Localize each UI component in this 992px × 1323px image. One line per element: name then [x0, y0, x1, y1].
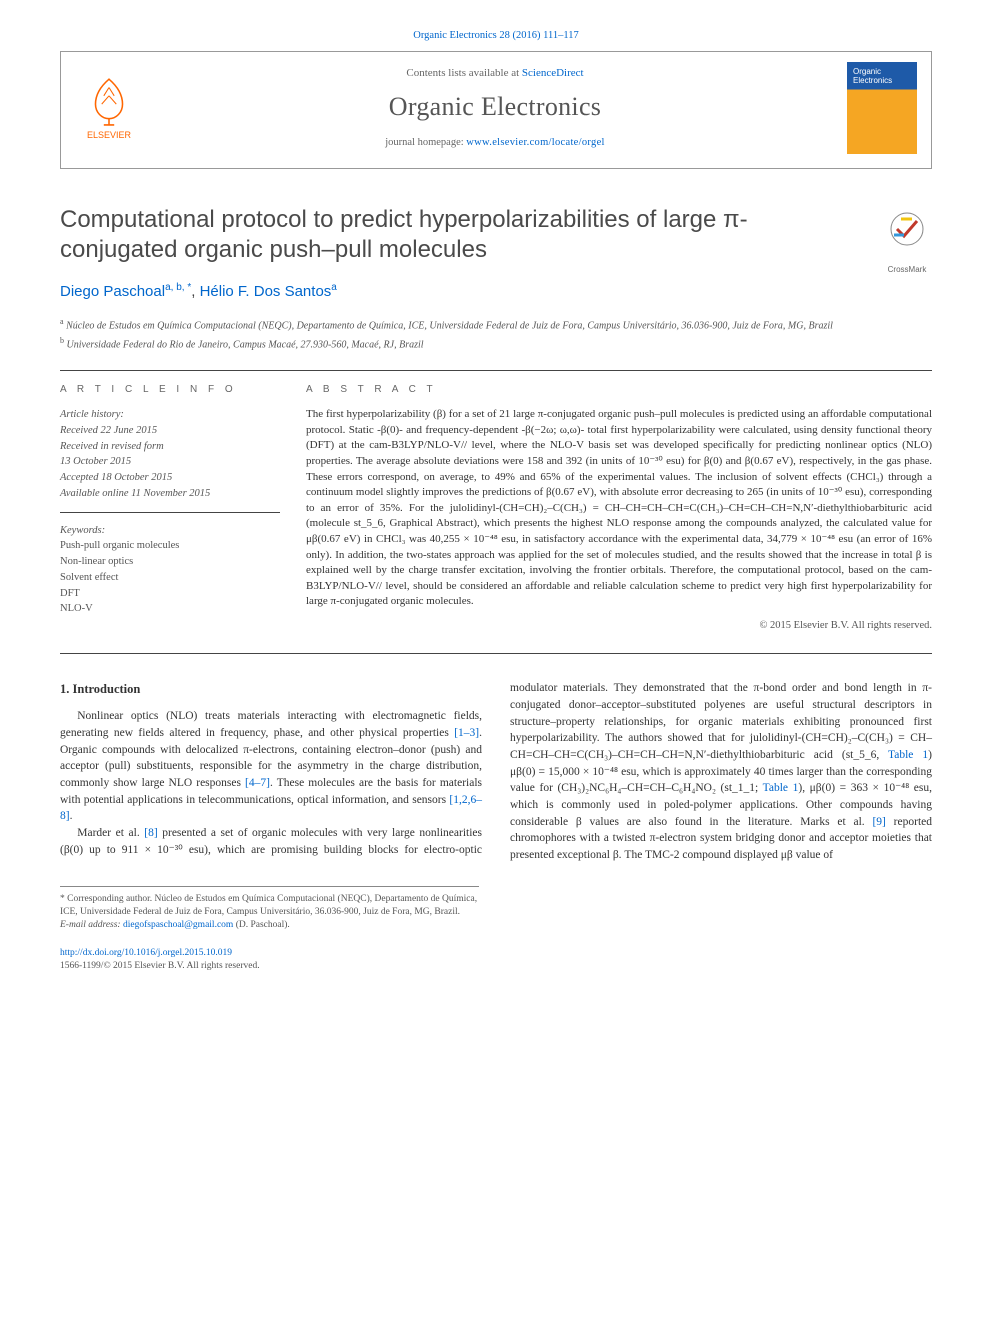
crossmark-icon [882, 209, 932, 259]
footnotes: * Corresponding author. Núcleo de Estudo… [60, 886, 479, 933]
history-online: Available online 11 November 2015 [60, 486, 280, 502]
intro-p1-a: Nonlinear optics (NLO) treats materials … [60, 710, 482, 739]
sciencedirect-link[interactable]: ScienceDirect [522, 67, 584, 79]
email-label: E-mail address: [60, 920, 123, 930]
sd-prefix: Contents lists available at [406, 67, 521, 79]
affiliation-a-text: Núcleo de Estudos em Química Computacion… [66, 320, 833, 331]
corresponding-author-note: * Corresponding author. Núcleo de Estudo… [60, 893, 479, 920]
page-root: Organic Electronics 28 (2016) 111–117 EL… [0, 0, 992, 1014]
body-columns: 1. Introduction Nonlinear optics (NLO) t… [60, 680, 932, 863]
article-info-head: A R T I C L E I N F O [60, 383, 280, 398]
intro-p2-a: Marder et al. [77, 827, 144, 839]
keyword-2: Non-linear optics [60, 554, 280, 570]
affiliation-a: a Núcleo de Estudos em Química Computaci… [60, 317, 932, 333]
author-sep: , [191, 283, 199, 300]
intro-paragraph-1: Nonlinear optics (NLO) treats materials … [60, 708, 482, 825]
keyword-5: NLO-V [60, 601, 280, 617]
homepage-line: journal homepage: www.elsevier.com/locat… [143, 135, 847, 150]
top-citation: Organic Electronics 28 (2016) 111–117 [60, 28, 932, 43]
article-info-col: A R T I C L E I N F O Article history: R… [60, 383, 280, 634]
affiliation-b: b Universidade Federal do Rio de Janeiro… [60, 336, 932, 352]
header-center: Contents lists available at ScienceDirec… [143, 66, 847, 151]
keywords-block: Keywords: Push-pull organic molecules No… [60, 523, 280, 618]
keyword-1: Push-pull organic molecules [60, 538, 280, 554]
journal-header: ELSEVIER Contents lists available at Sci… [60, 51, 932, 169]
author-2[interactable]: Hélio F. Dos Santos [200, 283, 332, 300]
bottom-block: http://dx.doi.org/10.1016/j.orgel.2015.1… [60, 947, 932, 975]
crossmark-label: CrossMark [882, 264, 932, 276]
affiliation-b-text: Universidade Federal do Rio de Janeiro, … [67, 339, 424, 350]
ref-link-1[interactable]: [1–3] [454, 727, 479, 739]
info-abstract-row: A R T I C L E I N F O Article history: R… [60, 383, 932, 634]
intro-p1-d: . [70, 810, 73, 822]
cover-title: Organic Electronics [853, 68, 892, 86]
journal-name: Organic Electronics [143, 88, 847, 126]
article-title: Computational protocol to predict hyperp… [60, 205, 864, 265]
cover-word-2: Electronics [853, 76, 892, 85]
ref-link-5[interactable]: [9] [872, 816, 885, 828]
history-revised-2: 13 October 2015 [60, 454, 280, 470]
history-label: Article history: [60, 407, 280, 423]
abstract-head: A B S T R A C T [306, 383, 932, 398]
author-1[interactable]: Diego Paschoal [60, 283, 165, 300]
title-row: Computational protocol to predict hyperp… [60, 205, 932, 265]
ref-link-2[interactable]: [4–7] [245, 777, 270, 789]
divider-mid [60, 653, 932, 654]
elsevier-text: ELSEVIER [87, 129, 131, 142]
divider-top [60, 370, 932, 371]
history-received: Received 22 June 2015 [60, 423, 280, 439]
keyword-4: DFT [60, 586, 280, 602]
authors-line: Diego Paschoala, b, *, Hélio F. Dos Sant… [60, 281, 932, 303]
section-1-heading: 1. Introduction [60, 680, 482, 698]
elsevier-logo[interactable]: ELSEVIER [75, 69, 143, 147]
table-link-1[interactable]: Table 1 [888, 749, 928, 761]
copyright-line: © 2015 Elsevier B.V. All rights reserved… [306, 618, 932, 633]
history-accepted: Accepted 18 October 2015 [60, 470, 280, 486]
homepage-link[interactable]: www.elsevier.com/locate/orgel [466, 137, 604, 148]
email-who: (D. Paschoal). [233, 920, 289, 930]
keywords-label: Keywords: [60, 523, 280, 539]
author-1-aff: a, b, * [165, 282, 191, 293]
sciencedirect-line: Contents lists available at ScienceDirec… [143, 66, 847, 82]
table-link-2[interactable]: Table 1 [763, 782, 799, 794]
abstract-col: A B S T R A C T The first hyperpolarizab… [306, 383, 932, 634]
doi-link[interactable]: http://dx.doi.org/10.1016/j.orgel.2015.1… [60, 947, 932, 961]
history-revised-1: Received in revised form [60, 439, 280, 455]
abstract-text: The first hyperpolarizability (β) for a … [306, 407, 932, 610]
ref-link-4[interactable]: [8] [144, 827, 157, 839]
homepage-prefix: journal homepage: [385, 137, 466, 148]
article-history: Article history: Received 22 June 2015 R… [60, 407, 280, 513]
issn-copyright: 1566-1199/© 2015 Elsevier B.V. All right… [60, 960, 932, 974]
keyword-3: Solvent effect [60, 570, 280, 586]
author-2-aff: a [331, 282, 337, 293]
elsevier-tree-icon [83, 75, 135, 127]
email-address[interactable]: diegofspaschoal@gmail.com [123, 920, 233, 930]
crossmark-badge[interactable]: CrossMark [882, 209, 932, 259]
email-line: E-mail address: diegofspaschoal@gmail.co… [60, 919, 479, 932]
cover-word-1: Organic [853, 67, 881, 76]
journal-cover-thumb[interactable]: Organic Electronics [847, 62, 917, 154]
